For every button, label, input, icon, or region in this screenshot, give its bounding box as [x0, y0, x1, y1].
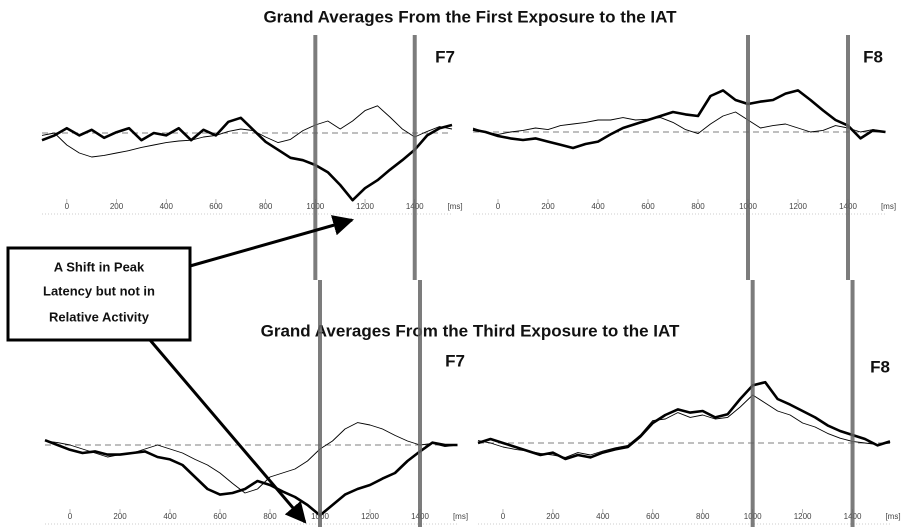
electrode-label: F8: [870, 357, 890, 376]
x-tick-label: 200: [541, 202, 555, 211]
waveform: [41, 116, 453, 202]
x-tick-label: 0: [496, 202, 501, 211]
waveform: [44, 422, 458, 494]
annotation-text: Relative Activity: [49, 309, 150, 324]
x-tick-label: 800: [263, 512, 277, 521]
x-tick-label: 600: [646, 512, 660, 521]
x-axis-label: [ms]: [885, 512, 900, 521]
x-tick-label: 400: [591, 202, 605, 211]
x-tick-label: 200: [546, 512, 560, 521]
x-axis-label: [ms]: [447, 202, 462, 211]
x-axis-label: [ms]: [453, 512, 468, 521]
waveform: [477, 380, 891, 461]
x-axis-label: [ms]: [881, 202, 896, 211]
x-tick-label: 800: [259, 202, 273, 211]
electrode-label: F7: [435, 47, 455, 66]
plots: Grand Averages From the First Exposure t…: [41, 7, 901, 527]
waveform: [472, 89, 886, 150]
x-tick-label: 0: [68, 512, 73, 521]
annotation-arrow: [148, 339, 307, 524]
x-tick-label: 400: [163, 512, 177, 521]
x-tick-label: 1200: [794, 512, 812, 521]
annotation-text: Latency but not in: [43, 283, 155, 298]
chart-title: Grand Averages From the First Exposure t…: [263, 7, 677, 26]
annotation-text: A Shift in Peak: [54, 259, 145, 274]
x-tick-label: 600: [209, 202, 223, 211]
waveform: [472, 111, 886, 135]
x-tick-label: 800: [696, 512, 710, 521]
electrode-label: F7: [445, 351, 465, 370]
x-tick-label: 1200: [356, 202, 374, 211]
x-tick-label: 1200: [789, 202, 807, 211]
annotation-box: [6, 246, 192, 342]
x-tick-label: 600: [213, 512, 227, 521]
waveform: [41, 105, 453, 158]
x-tick-label: 400: [160, 202, 174, 211]
x-tick-label: 0: [501, 512, 506, 521]
x-tick-label: 200: [113, 512, 127, 521]
x-tick-label: 400: [596, 512, 610, 521]
x-tick-label: 200: [110, 202, 124, 211]
annotation-arrow: [189, 215, 355, 268]
waveform: [44, 438, 458, 517]
x-tick-label: 0: [65, 202, 70, 211]
x-tick-label: 1200: [361, 512, 379, 521]
x-tick-label: 600: [641, 202, 655, 211]
electrode-label: F8: [863, 47, 883, 66]
waveform: [477, 394, 891, 458]
x-tick-label: 800: [691, 202, 705, 211]
chart-title: Grand Averages From the Third Exposure t…: [261, 321, 680, 340]
